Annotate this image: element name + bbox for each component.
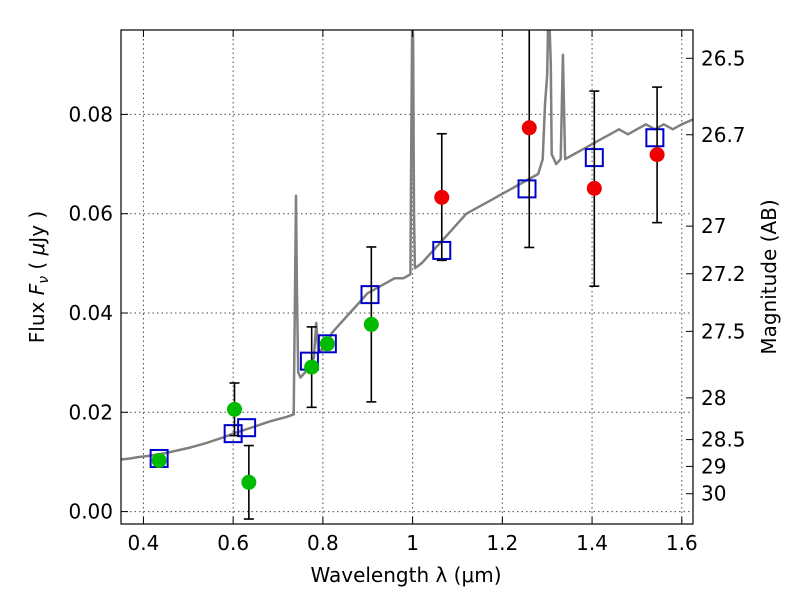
y-tick-label: 0.08 bbox=[68, 102, 113, 126]
model-box-marker bbox=[237, 418, 257, 438]
y-axis-title-mu: μ bbox=[25, 243, 49, 257]
data-point-series-1 bbox=[304, 359, 320, 375]
y-axis-title-text: Flux bbox=[25, 295, 49, 343]
x-tick-label: 1.4 bbox=[576, 531, 608, 555]
x-tick-label: 0.6 bbox=[217, 531, 249, 555]
data-point-series-2 bbox=[434, 189, 450, 205]
y-tick-label: 0.00 bbox=[68, 500, 113, 524]
x-tick-label: 1.2 bbox=[486, 531, 518, 555]
y2-tick-label: 27 bbox=[701, 214, 726, 238]
data-point-series-1 bbox=[363, 316, 379, 332]
data-point-series-1 bbox=[319, 336, 335, 352]
x-tick-label: 1 bbox=[406, 531, 419, 555]
template-spectrum-line bbox=[121, 30, 693, 461]
data-point-series-1 bbox=[151, 452, 167, 468]
y2-tick-label: 29 bbox=[701, 454, 726, 478]
data-point-series-1 bbox=[241, 474, 257, 490]
y2-tick-label: 28 bbox=[701, 386, 726, 410]
data-point-series-2 bbox=[586, 180, 602, 196]
y-axis-title-open: ( bbox=[25, 255, 49, 276]
x-tick-label: 0.8 bbox=[307, 531, 339, 555]
y-axis-title-symbol: F bbox=[25, 283, 49, 295]
data-point-series-2 bbox=[521, 120, 537, 136]
model-box-marker bbox=[517, 179, 537, 199]
y2-tick-label: 27.2 bbox=[701, 262, 746, 286]
y2-tick-label: 27.5 bbox=[701, 319, 746, 343]
x-tick-label: 1.6 bbox=[666, 531, 698, 555]
y-axis-title-unit: Jy ) bbox=[25, 211, 49, 245]
axis-ticks: 0.4 0.6 0.8 1 1.2 1.4 1.6 0.00 0.02 0.04 0.06 0.08 2… bbox=[68, 30, 746, 555]
model-box-marker bbox=[360, 285, 380, 305]
y2-tick-label: 26.7 bbox=[701, 123, 746, 147]
data-point-series-1 bbox=[227, 401, 243, 417]
model-box-marker bbox=[317, 334, 337, 354]
plot-frame bbox=[120, 29, 694, 525]
model-box-marker bbox=[645, 128, 665, 148]
data-point-series-2 bbox=[649, 147, 665, 163]
y2-tick-label: 26.5 bbox=[701, 46, 746, 70]
x-axis-title: Wavelength λ (μm) bbox=[310, 563, 501, 587]
x-tick-label: 0.4 bbox=[128, 531, 160, 555]
model-box-marker bbox=[223, 424, 243, 444]
y-axis-title-subscript: ν bbox=[36, 276, 52, 284]
y2-tick-label: 28.5 bbox=[701, 428, 746, 452]
y-tick-label: 0.04 bbox=[68, 301, 113, 325]
y2-tick-label: 30 bbox=[701, 482, 726, 506]
plot-area bbox=[121, 30, 693, 520]
y-tick-label: 0.06 bbox=[68, 202, 113, 226]
y2-axis-title: Magnitude (AB) bbox=[757, 199, 781, 354]
y-axis-title: Flux Fν ( μJy ) bbox=[25, 211, 52, 343]
y-tick-label: 0.02 bbox=[68, 400, 113, 424]
